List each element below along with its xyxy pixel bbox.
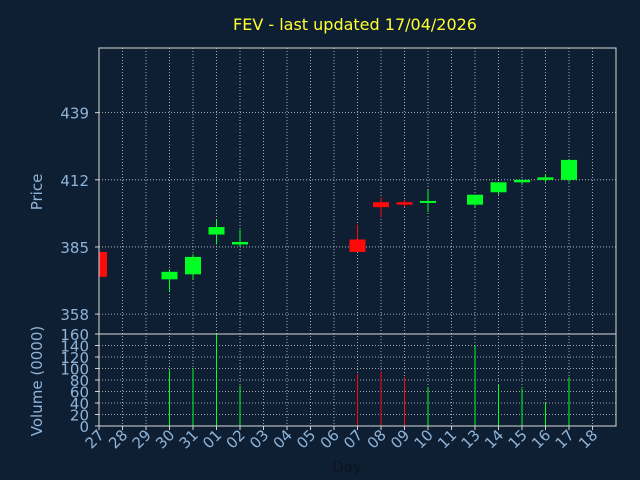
candle-body — [490, 182, 507, 193]
volume-tick-label: 140 — [60, 338, 89, 356]
volume-tick-label: 80 — [70, 372, 89, 390]
candle-body — [349, 239, 366, 252]
candle-body — [561, 159, 577, 180]
chart-title: FEV - last updated 17/04/2026 — [233, 15, 477, 34]
x-tick-label: 16 — [528, 426, 554, 452]
x-tick-label: 17 — [552, 426, 578, 452]
x-axis: 2728293031010203040506070809101113141516… — [82, 426, 601, 452]
volume-tick-label: 40 — [70, 395, 89, 413]
candle-body — [396, 202, 413, 205]
volume-tick-label: 0 — [79, 418, 89, 436]
price-axis-label: Price — [28, 174, 46, 211]
x-tick-label: 08 — [364, 426, 390, 452]
x-tick-label: 14 — [481, 426, 507, 452]
x-tick-label: 02 — [223, 426, 249, 452]
x-axis-label: Day — [332, 458, 362, 476]
candle-body — [373, 202, 389, 208]
volume-tick-label: 20 — [70, 407, 89, 425]
candle-body — [232, 241, 248, 245]
x-tick-label: 11 — [434, 426, 460, 452]
volume-tick-label: 120 — [60, 349, 89, 367]
x-tick-label: 04 — [270, 426, 296, 452]
candle-body — [208, 227, 225, 235]
x-tick-label: 06 — [317, 426, 343, 452]
x-tick-label: 03 — [246, 426, 272, 452]
x-tick-label: 13 — [458, 426, 484, 452]
x-tick-label: 05 — [293, 426, 319, 452]
volume-tick-label: 60 — [70, 384, 89, 402]
price-tick-label: 412 — [60, 172, 89, 190]
x-tick-label: 28 — [105, 426, 131, 452]
candle-body — [420, 200, 436, 203]
x-tick-label: 29 — [129, 426, 155, 452]
x-tick-label: 31 — [176, 426, 202, 452]
candle-body — [467, 194, 483, 205]
candle-body — [514, 179, 530, 183]
volume-axis-label: Volume (0000) — [28, 326, 46, 436]
x-tick-label: 01 — [199, 426, 225, 452]
x-tick-label: 18 — [575, 426, 601, 452]
price-tick-label: 358 — [60, 306, 89, 324]
x-tick-label: 07 — [340, 426, 366, 452]
candle-body — [537, 177, 554, 180]
x-tick-label: 30 — [152, 426, 178, 452]
candle-body — [99, 251, 107, 277]
volume-tick-label: 160 — [60, 326, 89, 344]
volume-bars — [169, 334, 570, 426]
x-tick-label: 10 — [411, 426, 437, 452]
price-axis: 358 385 412 439 — [60, 105, 99, 324]
x-tick-label: 15 — [505, 426, 531, 452]
price-tick-label: 439 — [60, 105, 89, 123]
volume-tick-label: 100 — [60, 361, 89, 379]
price-tick-label: 385 — [60, 239, 89, 257]
price-candles — [98, 159, 577, 292]
candle-body — [161, 271, 178, 280]
x-tick-label: 09 — [387, 426, 413, 452]
candle-body — [185, 256, 201, 275]
